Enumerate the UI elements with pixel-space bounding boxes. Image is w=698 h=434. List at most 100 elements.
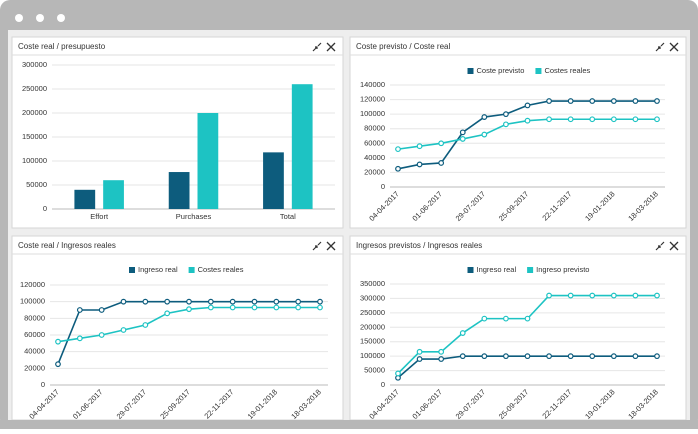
- collapse-icon-shape: [312, 42, 322, 52]
- window-dot: [15, 14, 23, 22]
- point: [395, 146, 401, 153]
- y-tick-label: 80000: [364, 124, 385, 133]
- legend-swatch: [188, 267, 195, 273]
- y-tick-label: 150000: [360, 337, 385, 346]
- point: [317, 304, 323, 311]
- point: [416, 356, 423, 362]
- x-tick-label: Purchases: [176, 212, 212, 221]
- y-tick-label: 40000: [364, 153, 385, 162]
- legend-label: Costes reales: [198, 265, 244, 274]
- point: [438, 160, 445, 166]
- point: [589, 292, 596, 299]
- point: [503, 353, 509, 360]
- point: [416, 143, 423, 150]
- point: [273, 298, 280, 305]
- panel-title: Coste real / Ingresos reales: [18, 241, 116, 250]
- point: [55, 338, 61, 345]
- y-tick-label: 20000: [24, 363, 45, 372]
- point: [164, 298, 171, 305]
- y-tick-label: 100000: [360, 109, 385, 118]
- legend-label: Coste previsto: [477, 66, 525, 75]
- point: [164, 310, 171, 317]
- point: [503, 315, 509, 322]
- panel: [11, 235, 344, 421]
- y-tick-label: 20000: [364, 167, 385, 176]
- point: [610, 353, 617, 360]
- bar: [168, 172, 190, 209]
- panel: [349, 235, 687, 421]
- point: [207, 304, 214, 311]
- x-tick-label: Total: [280, 212, 296, 221]
- y-tick-label: 0: [41, 380, 45, 389]
- y-tick-label: 140000: [360, 80, 385, 89]
- legend-label: Ingreso real: [477, 265, 517, 274]
- legend-label: Ingreso real: [138, 265, 178, 274]
- close-icon[interactable]: [326, 42, 336, 52]
- window-bottom-edge: [0, 420, 698, 429]
- point: [395, 165, 401, 172]
- collapse-icon[interactable]: [655, 241, 665, 251]
- point: [546, 116, 552, 123]
- point: [98, 307, 105, 313]
- point: [632, 292, 639, 299]
- point: [546, 353, 552, 360]
- bar: [103, 180, 124, 209]
- point: [632, 353, 639, 360]
- point: [632, 98, 639, 104]
- point: [654, 98, 660, 104]
- bar: [197, 113, 219, 209]
- point: [589, 116, 596, 123]
- y-tick-label: 300000: [22, 60, 47, 69]
- window-dot: [57, 14, 65, 22]
- y-tick-label: 60000: [24, 330, 45, 339]
- y-tick-label: 40000: [24, 347, 45, 356]
- point: [610, 98, 617, 104]
- point: [524, 117, 531, 124]
- point: [120, 327, 127, 333]
- point: [416, 161, 423, 168]
- bar: [74, 189, 96, 209]
- point: [481, 131, 488, 138]
- y-tick-label: 0: [43, 204, 47, 213]
- point: [567, 292, 574, 299]
- y-tick-label: 50000: [26, 180, 47, 189]
- point: [459, 353, 466, 360]
- collapse-icon[interactable]: [312, 42, 322, 52]
- collapse-icon[interactable]: [655, 42, 665, 52]
- y-tick-label: 100000: [360, 351, 385, 360]
- collapse-icon-shape: [312, 241, 322, 251]
- y-tick-label: 150000: [22, 132, 47, 141]
- point: [567, 116, 574, 123]
- point: [76, 307, 83, 313]
- close-icon[interactable]: [669, 42, 679, 52]
- close-icon[interactable]: [669, 241, 679, 251]
- point: [395, 370, 401, 377]
- y-tick-label: 200000: [22, 108, 47, 117]
- point: [481, 114, 488, 120]
- panel-title: Coste real / presupuesto: [18, 42, 106, 51]
- legend-label: Ingreso previsto: [536, 265, 589, 274]
- point: [142, 298, 149, 305]
- y-tick-label: 0: [381, 182, 385, 191]
- point: [142, 322, 149, 328]
- panel-title: Ingresos previstos / Ingresos reales: [356, 241, 482, 250]
- bar: [263, 152, 284, 209]
- x-tick-label: Effort: [90, 212, 109, 221]
- point: [229, 304, 236, 311]
- point: [251, 304, 258, 311]
- point: [438, 140, 445, 147]
- legend-swatch: [467, 68, 474, 74]
- panel: [349, 36, 687, 229]
- point: [76, 335, 83, 342]
- y-tick-label: 250000: [22, 84, 47, 93]
- y-tick-label: 50000: [364, 366, 385, 375]
- y-tick-label: 120000: [20, 280, 45, 289]
- collapse-icon[interactable]: [312, 241, 322, 251]
- point: [459, 330, 466, 336]
- legend-label: Costes reales: [544, 66, 590, 75]
- point: [295, 304, 302, 311]
- point: [207, 298, 214, 305]
- point: [273, 304, 280, 311]
- close-icon[interactable]: [326, 241, 336, 251]
